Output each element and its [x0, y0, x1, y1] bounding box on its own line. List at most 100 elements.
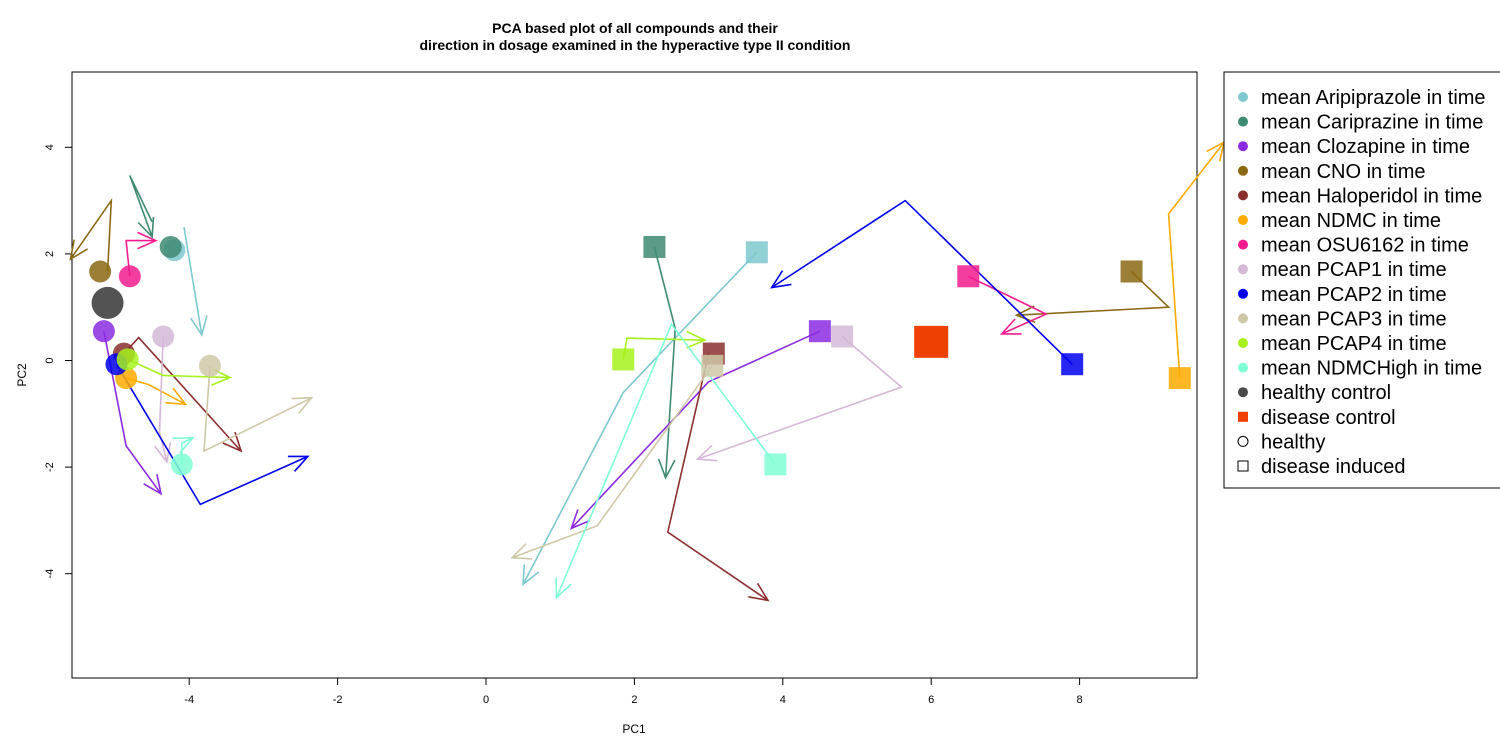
legend-entry-label: mean Haloperidol in time	[1261, 185, 1482, 207]
healthy-arrow-pcap2-head	[287, 455, 310, 472]
disease-arrow-pcap3-head	[510, 543, 532, 560]
healthy-arrow-osu6162	[125, 239, 156, 277]
healthy-point-pcap4	[116, 348, 139, 371]
disease-point-cno	[1120, 260, 1143, 283]
x-tick-label: 6	[928, 694, 934, 706]
healthy-arrow-cariprazine-head	[137, 216, 155, 239]
legend-symbol	[1238, 338, 1248, 348]
healthy-arrow-cariprazine	[129, 175, 153, 238]
y-axis: -4 -2 0 2 4	[44, 144, 73, 579]
healthy-point-pcap3	[198, 354, 221, 377]
y-tick-label: -4	[44, 569, 56, 579]
chart-title-line-1: PCA based plot of all compounds and thei…	[492, 20, 778, 36]
disease-arrow-ndmc	[1167, 141, 1225, 379]
disease-arrow-haloperidol-head	[748, 582, 770, 602]
legend-symbol	[1238, 288, 1248, 299]
healthy-arrow-aripiprazole-head	[190, 315, 208, 337]
y-axis-label: PC2	[15, 363, 29, 387]
legend-symbol	[1238, 116, 1248, 127]
healthy-point-cariprazine	[159, 235, 182, 258]
healthy-arrow-ndmc-head	[165, 387, 188, 406]
legend-frame	[1223, 71, 1500, 489]
legend-symbol	[1237, 435, 1249, 447]
legend-entry-label: healthy control	[1261, 382, 1391, 404]
legend-entry-label: mean NDMC in time	[1261, 210, 1441, 232]
plot-area-frame	[71, 71, 1198, 679]
disease-arrow-aripiprazole	[522, 251, 758, 585]
legend: mean Aripiprazole in time mean Cariprazin…	[1223, 71, 1500, 489]
healthy-arrow-haloperidol-head	[222, 431, 243, 453]
disease-arrow-osu6162	[967, 275, 1049, 335]
disease-point-pcap2	[1061, 353, 1084, 376]
healthy-arrow-pcap1	[158, 336, 168, 462]
healthy-arrow-ndmchigh-head	[172, 436, 195, 454]
legend-symbol	[1238, 141, 1248, 152]
x-tick-label: 8	[1077, 694, 1083, 706]
disease-point-cariprazine	[643, 235, 666, 258]
legend-symbol	[1238, 387, 1248, 398]
legend-symbol	[1238, 313, 1248, 324]
disease-arrow-pcap1	[697, 335, 904, 460]
x-tick-label: 0	[483, 694, 489, 706]
legend-symbol	[1238, 239, 1248, 250]
y-tick-label: 4	[44, 144, 56, 150]
legend-entry-label: mean NDMCHigh in time	[1261, 358, 1482, 380]
disease-arrow-pcap2	[771, 199, 1073, 365]
legend-symbol	[1237, 460, 1249, 472]
disease-control-point	[914, 325, 949, 358]
legend-entry-label: mean CNO in time	[1261, 161, 1426, 183]
disease-arrow-cno	[1016, 270, 1171, 316]
legend-symbol	[1238, 165, 1248, 176]
healthy-arrow-pcap1-head	[153, 441, 172, 464]
legend-symbol	[1238, 411, 1248, 422]
disease-arrow-cariprazine-head	[657, 458, 676, 480]
disease-point-ndmc	[1168, 367, 1191, 390]
disease-arrow-aripiprazole-head	[522, 564, 540, 587]
disease-point-pcap3	[701, 354, 724, 377]
healthy-control-point	[91, 286, 124, 319]
disease-point-osu6162	[957, 265, 980, 288]
healthy-point-ndmchigh	[170, 453, 193, 476]
y-tick-label: -2	[44, 462, 56, 472]
healthy-arrow-cno-head	[69, 239, 89, 261]
chart-title-line-2: direction in dosage examined in the hype…	[420, 37, 851, 53]
y-tick-label: 2	[44, 251, 56, 257]
disease-arrow-pcap3	[511, 365, 713, 559]
legend-entry-label: disease induced	[1261, 456, 1406, 478]
disease-arrow-pcap1-head	[695, 444, 718, 462]
legend-symbol	[1238, 264, 1248, 275]
healthy-point-pcap1	[152, 325, 175, 348]
disease-arrow-ndmchigh-head	[555, 577, 572, 600]
disease-point-ndmchigh	[764, 453, 787, 476]
disease-arrow-cno-head	[1014, 305, 1036, 324]
legend-entry-label: mean OSU6162 in time	[1261, 235, 1469, 257]
healthy-arrow-aripiprazole	[183, 227, 203, 336]
legend-entry-label: mean PCAP1 in time	[1261, 259, 1447, 281]
healthy-arrow-haloperidol	[123, 336, 242, 452]
x-axis-label: PC1	[622, 722, 646, 736]
legend-symbol	[1238, 362, 1248, 373]
disease-arrow-ndmchigh	[555, 322, 777, 599]
healthy-arrow-pcap4	[127, 358, 231, 379]
legend-symbol	[1238, 92, 1248, 102]
disease-point-aripiprazole	[745, 241, 768, 264]
disease-point-clozapine	[808, 320, 831, 343]
healthy-arrow-osu6162-head	[137, 231, 158, 250]
healthy-point-cno	[89, 260, 112, 283]
healthy-arrow-clozapine-head	[143, 474, 163, 496]
disease-arrow-clozapine	[570, 330, 821, 529]
data-points	[89, 235, 1191, 476]
legend-entry-label: mean PCAP3 in time	[1261, 308, 1447, 330]
healthy-arrow-pcap2	[115, 363, 309, 506]
legend-entry-label: disease control	[1261, 407, 1396, 429]
dosage-direction-arrows	[69, 140, 1226, 602]
healthy-arrow-pcap3	[203, 365, 312, 453]
legend-symbol	[1238, 215, 1248, 225]
healthy-arrow-pcap3-head	[291, 396, 314, 414]
legend-symbol	[1238, 190, 1248, 201]
legend-entry-label: mean PCAP4 in time	[1261, 333, 1447, 355]
healthy-point-clozapine	[92, 320, 115, 343]
disease-arrow-haloperidol	[666, 353, 769, 602]
disease-point-pcap4	[612, 348, 635, 371]
x-tick-label: -4	[184, 694, 194, 706]
